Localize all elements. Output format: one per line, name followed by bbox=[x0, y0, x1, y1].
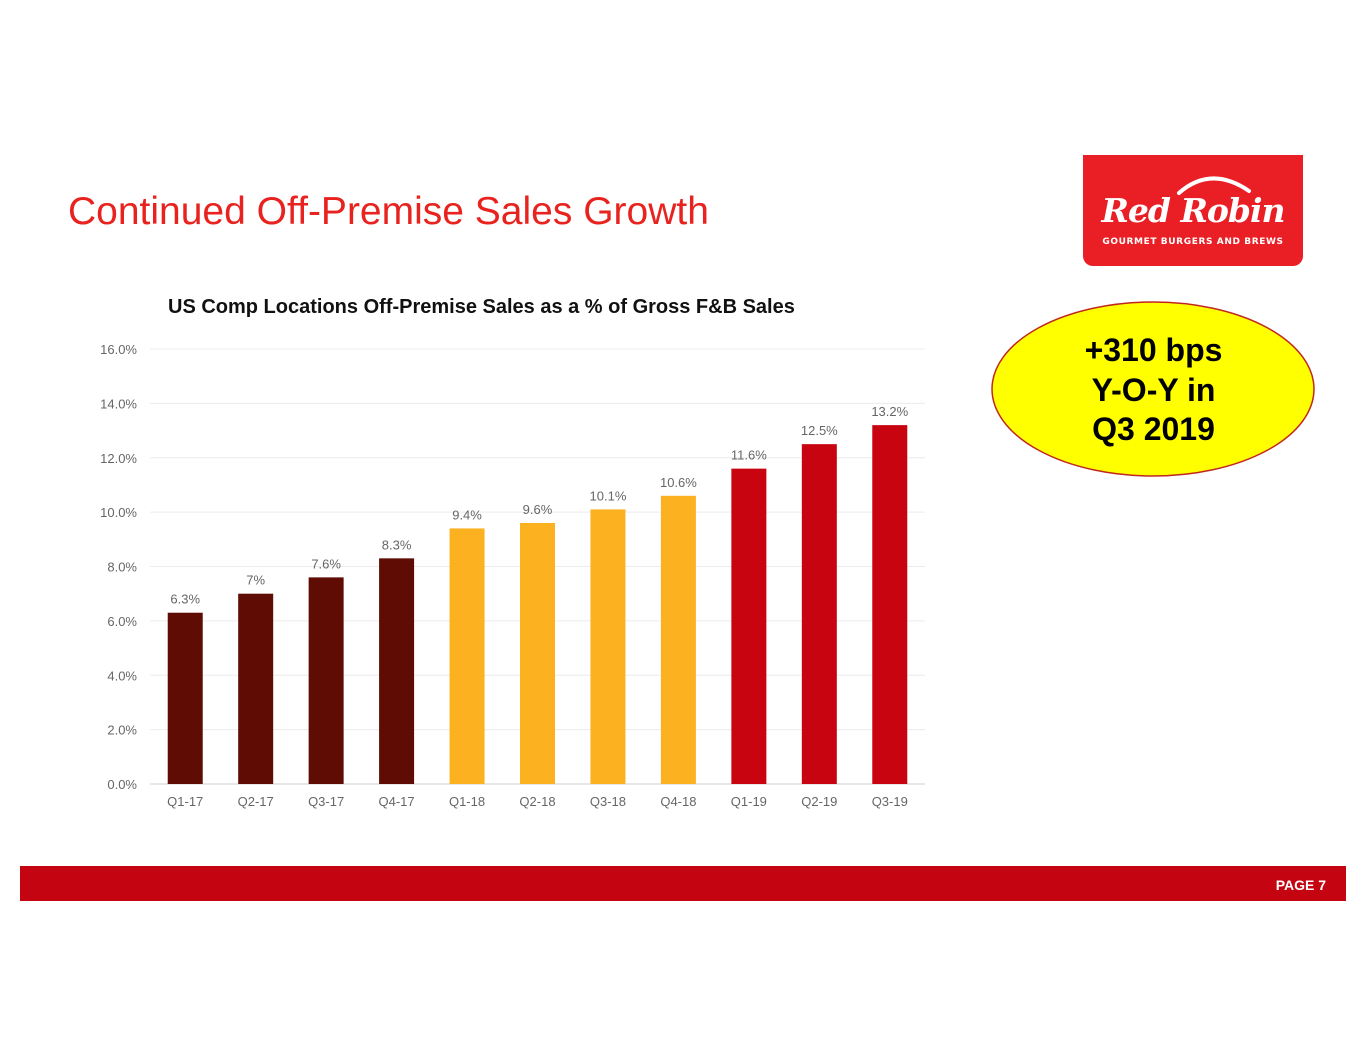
data-label: 11.6% bbox=[731, 448, 767, 463]
yoy-callout: +310 bps Y-O-Y in Q3 2019 bbox=[990, 300, 1317, 478]
y-tick-label: 14.0% bbox=[100, 396, 137, 411]
x-tick-label: Q2-18 bbox=[519, 794, 555, 809]
footer-bar: PAGE 7 bbox=[20, 866, 1346, 901]
x-tick-label: Q4-18 bbox=[660, 794, 696, 809]
slide-title: Continued Off-Premise Sales Growth bbox=[68, 190, 709, 233]
bar bbox=[660, 495, 696, 784]
y-tick-label: 10.0% bbox=[100, 505, 137, 520]
x-tick-label: Q3-18 bbox=[590, 794, 626, 809]
bar bbox=[590, 509, 626, 784]
bar bbox=[731, 468, 767, 784]
x-tick-label: Q1-17 bbox=[167, 794, 203, 809]
data-label: 12.5% bbox=[801, 423, 838, 438]
x-tick-label: Q4-17 bbox=[379, 794, 415, 809]
red-robin-logo: Red Robin GOURMET BURGERS AND BREWS bbox=[1083, 155, 1303, 266]
y-tick-label: 16.0% bbox=[100, 342, 137, 357]
x-tick-label: Q2-17 bbox=[238, 794, 274, 809]
data-label: 10.6% bbox=[660, 475, 697, 490]
data-label: 13.2% bbox=[871, 404, 908, 419]
y-tick-label: 0.0% bbox=[107, 777, 137, 792]
x-tick-label: Q2-19 bbox=[801, 794, 837, 809]
bar bbox=[308, 577, 344, 784]
data-label: 8.3% bbox=[382, 537, 412, 552]
data-label: 9.6% bbox=[523, 502, 553, 517]
callout-line-3: Q3 2019 bbox=[1092, 411, 1215, 447]
swoosh-icon bbox=[1177, 176, 1251, 195]
x-tick-label: Q1-18 bbox=[449, 794, 485, 809]
callout-ellipse bbox=[991, 301, 1315, 477]
bar bbox=[520, 523, 555, 784]
bar bbox=[801, 444, 837, 784]
logo-tagline: GOURMET BURGERS AND BREWS bbox=[1102, 237, 1284, 247]
chart-title: US Comp Locations Off-Premise Sales as a… bbox=[168, 296, 795, 318]
x-tick-label: Q3-19 bbox=[872, 794, 908, 809]
callout-line-2: Y-O-Y in bbox=[1091, 372, 1216, 408]
page-number: PAGE 7 bbox=[1275, 877, 1326, 893]
x-tick-label: Q1-19 bbox=[731, 794, 767, 809]
callout-line-1: +310 bps bbox=[1084, 332, 1223, 368]
bar bbox=[238, 593, 274, 784]
bar-chart: 0.0% 2.0% 4.0% 6.0% 8.0% 10.0% 12.0% 14.0% 16.0%… bbox=[100, 342, 925, 809]
bar bbox=[379, 558, 415, 784]
data-label: 9.4% bbox=[452, 507, 482, 522]
y-tick-label: 4.0% bbox=[107, 668, 137, 683]
logo-wordmark: Red Robin bbox=[1101, 191, 1285, 230]
y-tick-label: 12.0% bbox=[100, 451, 137, 466]
bar bbox=[872, 425, 908, 784]
bar bbox=[449, 528, 485, 784]
data-label: 6.3% bbox=[170, 592, 200, 607]
x-tick-label: Q3-17 bbox=[308, 794, 344, 809]
y-tick-label: 2.0% bbox=[107, 723, 137, 738]
bar bbox=[167, 612, 203, 784]
y-tick-label: 8.0% bbox=[107, 560, 137, 575]
data-label: 7.6% bbox=[311, 556, 341, 571]
y-tick-label: 6.0% bbox=[107, 614, 137, 629]
data-label: 7% bbox=[246, 573, 265, 588]
data-label: 10.1% bbox=[590, 488, 627, 503]
